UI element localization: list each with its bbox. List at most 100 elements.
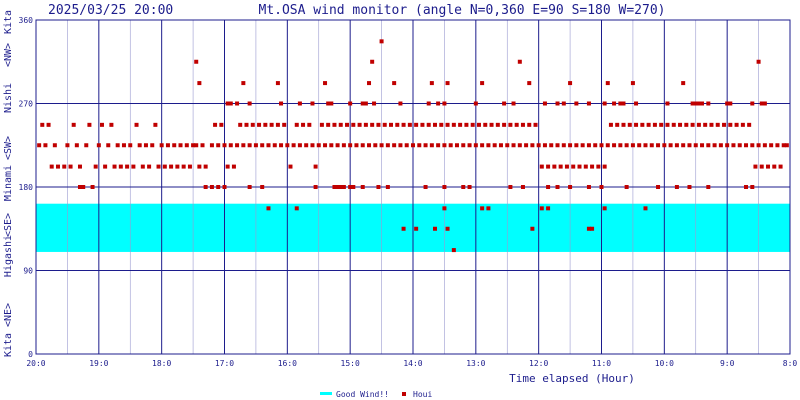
wind-point — [558, 164, 563, 169]
wind-point — [225, 164, 230, 169]
wind-point — [546, 206, 551, 211]
wind-point — [659, 122, 664, 127]
wind-point — [502, 101, 507, 106]
wind-point — [599, 143, 604, 148]
wind-point — [90, 185, 95, 189]
wind-point — [156, 164, 161, 169]
wind-point — [778, 164, 783, 169]
wind-point — [687, 143, 692, 148]
wind-point — [401, 226, 406, 231]
wind-point — [257, 122, 262, 127]
wind-point — [392, 81, 397, 86]
wind-point — [725, 143, 730, 148]
wind-point — [275, 81, 280, 86]
wind-point — [517, 143, 522, 148]
y-side-label: Nishi — [3, 83, 14, 113]
wind-point — [115, 143, 120, 148]
wind-point — [489, 122, 494, 127]
wind-point — [260, 143, 265, 148]
wind-point — [316, 143, 321, 148]
wind-point — [580, 143, 585, 148]
wind-point — [756, 143, 761, 148]
wind-point — [87, 122, 92, 127]
wind-point — [687, 185, 692, 189]
wind-point — [125, 164, 130, 169]
wind-point — [49, 164, 54, 169]
x-tick-label: 14:0 — [403, 359, 422, 368]
wind-point — [417, 143, 422, 148]
wind-point — [546, 185, 551, 189]
wind-point — [568, 185, 573, 189]
wind-point — [121, 143, 126, 148]
wind-point — [294, 206, 299, 211]
y-side-label: Kita — [3, 333, 14, 357]
wind-point — [313, 185, 318, 189]
wind-point — [238, 122, 243, 127]
wind-point — [574, 101, 579, 106]
wind-point — [530, 143, 535, 148]
wind-point — [423, 143, 428, 148]
wind-point — [555, 185, 560, 189]
wind-point — [461, 185, 466, 189]
wind-point — [200, 143, 205, 148]
wind-point — [209, 185, 214, 189]
wind-point — [583, 164, 588, 169]
wind-point — [458, 122, 463, 127]
wind-point — [536, 143, 541, 148]
wind-point — [414, 226, 419, 231]
wind-point — [612, 101, 617, 106]
x-tick-label: 18:0 — [152, 359, 171, 368]
wind-point — [605, 81, 610, 86]
wind-point — [530, 226, 535, 231]
wind-point — [382, 122, 387, 127]
wind-point — [423, 185, 428, 189]
wind-point — [476, 122, 481, 127]
wind-point — [68, 164, 73, 169]
wind-point — [77, 164, 82, 169]
wind-point — [618, 143, 623, 148]
wind-point — [480, 143, 485, 148]
wind-point — [297, 101, 302, 106]
wind-point — [769, 143, 774, 148]
wind-point — [564, 164, 569, 169]
wind-point — [703, 122, 708, 127]
wind-point — [759, 164, 764, 169]
legend-good-wind-label: Good Wind!! — [336, 390, 389, 399]
wind-point — [656, 143, 661, 148]
wind-point — [542, 143, 547, 148]
wind-point — [96, 143, 101, 148]
wind-point — [637, 143, 642, 148]
wind-point — [436, 143, 441, 148]
wind-point — [681, 143, 686, 148]
wind-point — [370, 122, 375, 127]
wind-point — [203, 164, 208, 169]
wind-point — [624, 143, 629, 148]
wind-point — [348, 185, 353, 189]
wind-point — [181, 164, 186, 169]
wind-point — [750, 185, 755, 189]
wind-point — [442, 185, 447, 189]
wind-point — [319, 122, 324, 127]
wind-point — [74, 143, 79, 148]
wind-point — [216, 185, 221, 189]
wind-point — [593, 143, 598, 148]
wind-point — [341, 143, 346, 148]
wind-point — [621, 122, 626, 127]
wind-point — [357, 122, 362, 127]
wind-point — [772, 164, 777, 169]
wind-point — [674, 143, 679, 148]
wind-point — [304, 143, 309, 148]
wind-point — [432, 226, 437, 231]
wind-point — [442, 101, 447, 106]
wind-point — [508, 122, 513, 127]
wind-point — [690, 122, 695, 127]
y-side-label: <SE> — [3, 213, 14, 237]
wind-point — [696, 101, 701, 106]
wind-point — [590, 164, 595, 169]
wind-point — [235, 143, 240, 148]
wind-point — [389, 122, 394, 127]
wind-point — [750, 101, 755, 106]
wind-point — [511, 143, 516, 148]
wind-point — [665, 122, 670, 127]
wind-point — [524, 143, 529, 148]
